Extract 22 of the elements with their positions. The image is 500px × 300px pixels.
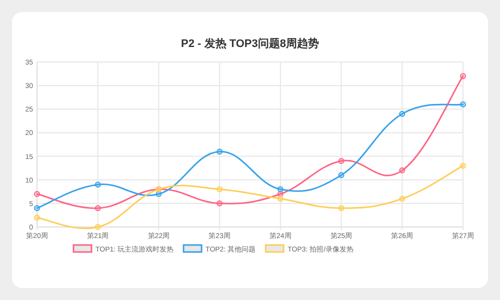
point	[338, 158, 344, 164]
point	[399, 110, 406, 117]
point	[94, 224, 101, 230]
point	[460, 101, 466, 108]
point	[34, 214, 40, 221]
line-series	[34, 162, 466, 230]
point	[460, 73, 466, 80]
point	[460, 162, 466, 169]
point	[216, 186, 223, 192]
point	[399, 167, 406, 174]
point	[277, 196, 284, 202]
point	[34, 205, 40, 212]
point	[216, 200, 223, 206]
point	[338, 205, 344, 212]
point	[216, 148, 223, 155]
point	[338, 172, 344, 178]
point	[94, 205, 101, 212]
point	[399, 196, 406, 202]
point	[277, 186, 284, 192]
point	[34, 191, 40, 197]
chart-title: P2 - 发热 TOP3问题8周趋势	[181, 37, 319, 50]
point	[94, 182, 101, 188]
